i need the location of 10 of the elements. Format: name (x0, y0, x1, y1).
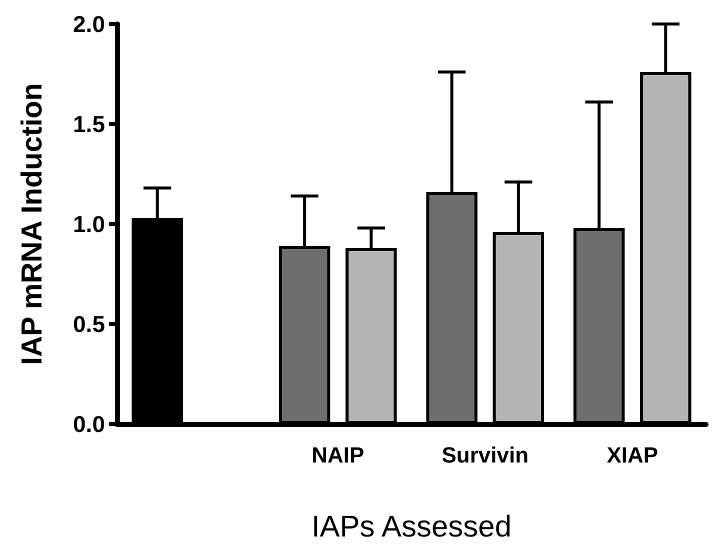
x-tick-label: XIAP (606, 442, 658, 468)
y-tick-label: 2.0 (73, 11, 105, 37)
x-tick-label: NAIP (312, 442, 364, 468)
y-tick-label: 0.5 (73, 311, 106, 337)
y-tick-label: 1.0 (73, 211, 105, 237)
x-tick-label: Survivin (442, 442, 529, 468)
x-axis-title: IAPs Assessed (311, 510, 512, 544)
y-axis-title: IAP mRNA Induction (16, 83, 48, 365)
y-tick-label: 1.5 (73, 111, 106, 137)
y-tick-label: 0.0 (73, 411, 105, 437)
